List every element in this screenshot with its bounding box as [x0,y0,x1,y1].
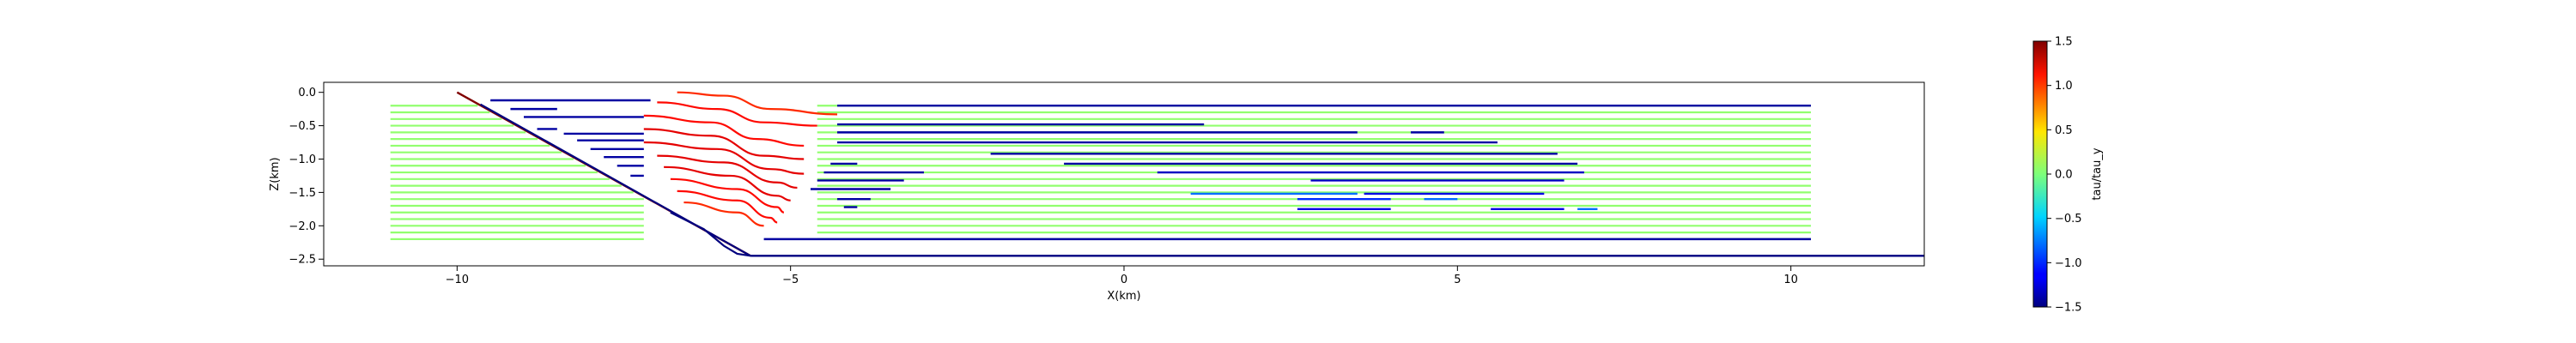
colorbar-tick-label: 0.0 [2055,169,2073,182]
curved-layer [657,154,798,190]
x-tick-label: 0 [1121,274,1127,286]
y-tick-label: −0.5 [289,120,316,133]
curved-layer [670,178,785,214]
x-tick-label: −10 [446,274,469,286]
curved-layer [677,91,838,116]
segments-group [490,99,1811,241]
curved-layer [643,128,805,160]
colorbar-tick-label: 0.5 [2055,124,2073,137]
colorbar: 1.5 1.0 0.5 0.0 −0.5 −1.0 −1.5 tau/tau_y [2032,36,2104,315]
y-tick-label: −1.0 [289,153,316,166]
colorbar-ticks: 1.5 1.0 0.5 0.0 −0.5 −1.0 −1.5 [2047,36,2082,315]
plot-area [323,81,1925,267]
geometry-group [456,91,1924,257]
ramp-underside [670,211,751,257]
x-axis-label: X(km) [1107,290,1140,303]
colorbar-tick-label: −1.0 [2055,257,2082,270]
colorbar-gradient [2032,40,2048,308]
x-axis-ticks: −10 −5 0 5 10 [446,266,1798,286]
colorbar-tick-label: 1.5 [2055,36,2073,49]
colorbar-tick-label: −1.5 [2055,302,2082,315]
y-tick-label: −1.5 [289,187,316,200]
y-tick-label: 0.0 [298,87,316,99]
curved-layer [657,101,817,127]
curved-layer [664,165,791,202]
curved-layer [677,190,778,224]
colorbar-tick-label: 1.0 [2055,80,2073,93]
y-axis-label: Z(km) [269,157,282,190]
y-tick-label: −2.5 [289,254,316,267]
y-tick-label: −2.0 [289,220,316,233]
x-tick-label: 10 [1783,274,1798,286]
y-axis-ticks: 0.0 −0.5 −1.0 −1.5 −2.0 −2.5 [289,87,324,267]
curves-group [643,91,838,227]
curved-layer [643,141,805,175]
curved-layer [643,114,805,147]
colorbar-tick-label: −0.5 [2055,213,2082,226]
x-tick-label: 5 [1454,274,1461,286]
colorbar-label: tau/tau_y [2091,147,2104,200]
curved-layer [683,201,764,227]
x-tick-label: −5 [782,274,799,286]
